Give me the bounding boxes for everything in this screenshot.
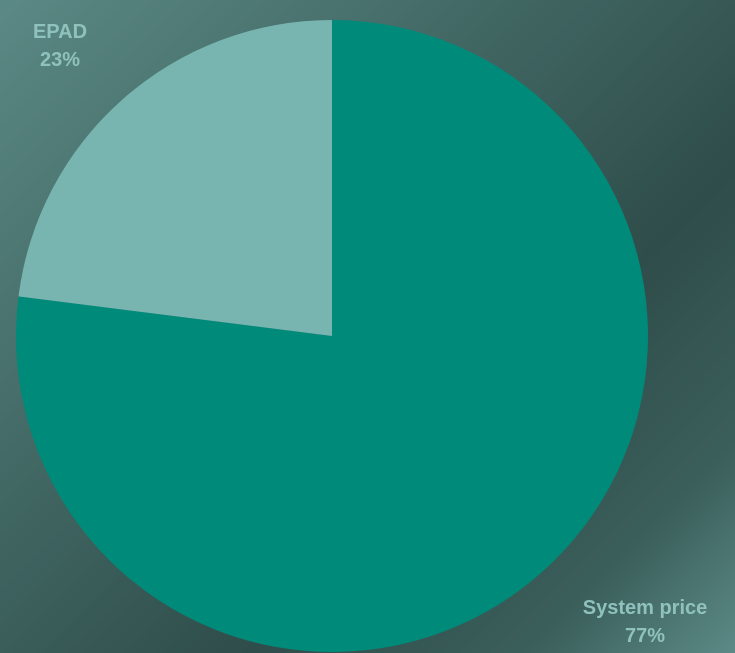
slice-value-system-price: 77% [624, 625, 666, 647]
slice-name-epad: EPAD [32, 21, 88, 43]
pie-slice-epad [18, 20, 332, 336]
slice-label-epad: EPAD 23% [18, 18, 102, 74]
slice-name-system-price: System price [582, 597, 708, 619]
slice-value-epad: 23% [39, 49, 81, 71]
pie-slice-system-price [16, 20, 649, 652]
slice-label-system-price: System price 77% [560, 594, 730, 650]
